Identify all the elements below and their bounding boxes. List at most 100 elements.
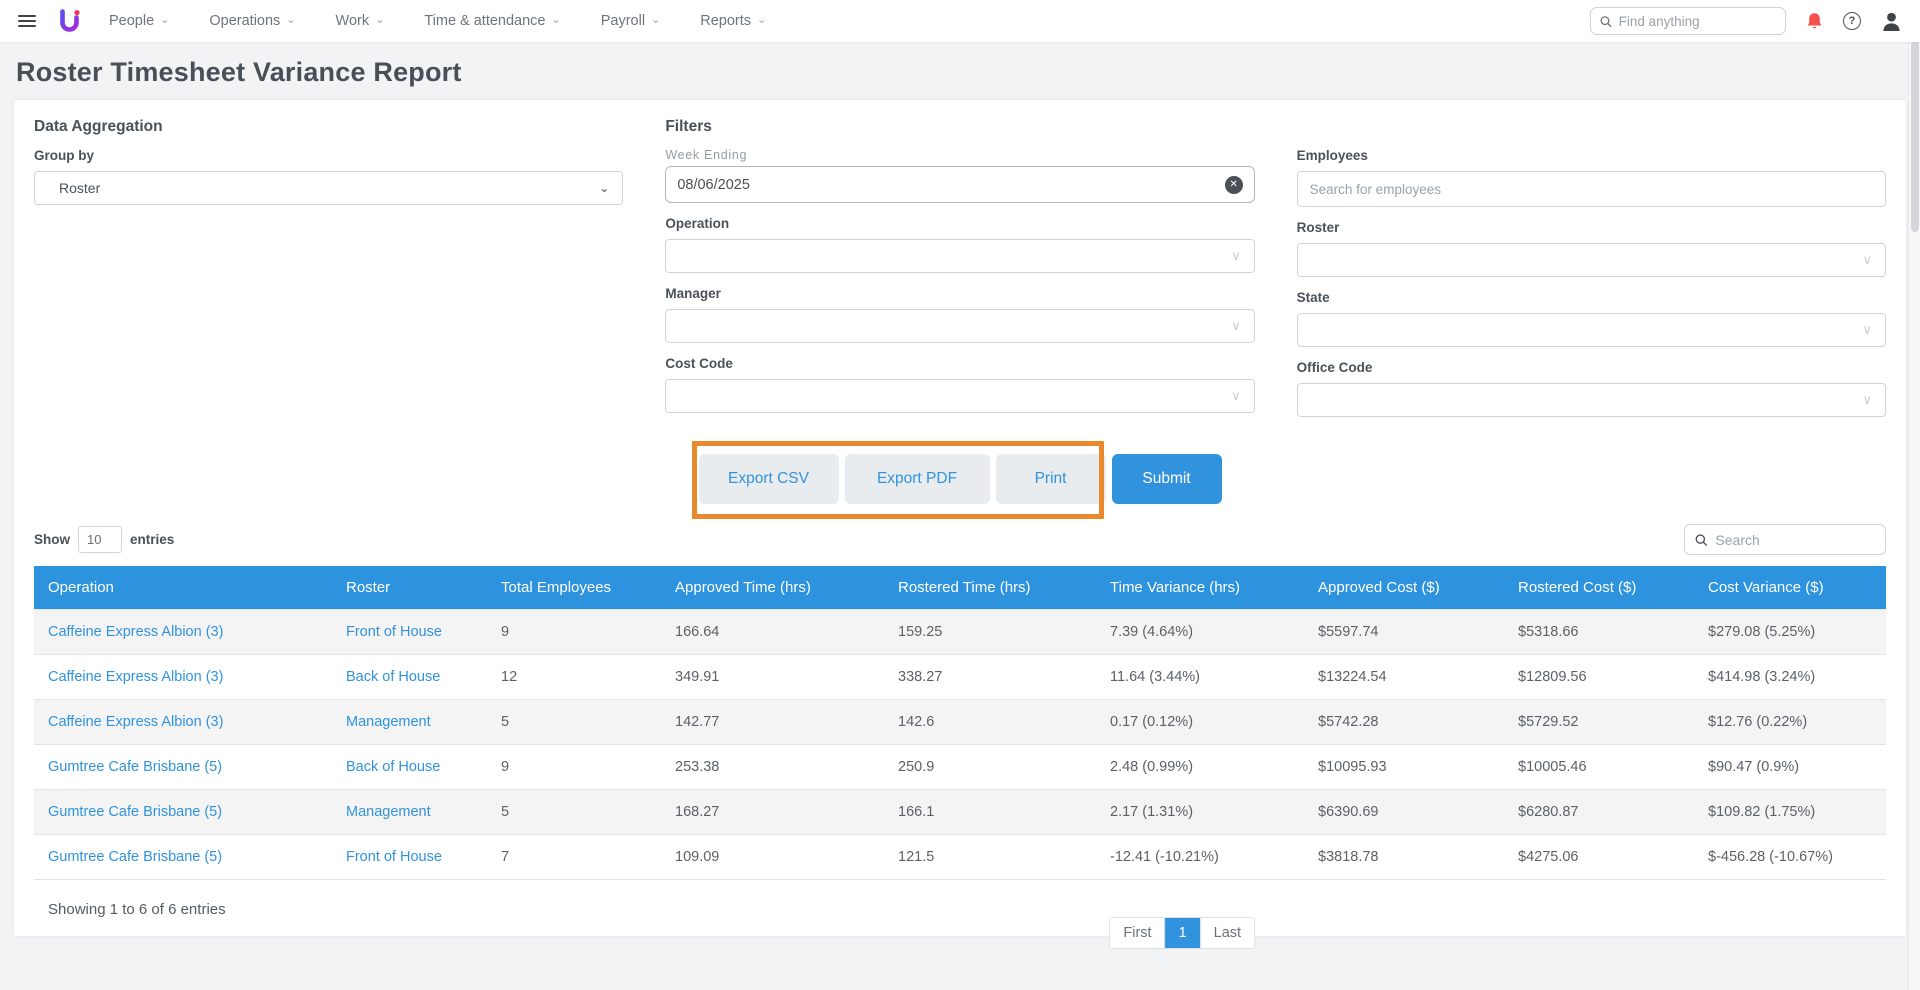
week-ending-label: Week Ending: [665, 148, 748, 162]
cost-variance-cell: $12.76 (0.22%): [1694, 699, 1886, 745]
cost-code-select[interactable]: ∨: [665, 379, 1255, 413]
rostered-time-cell: 142.6: [884, 699, 1096, 745]
bell-icon: [1807, 12, 1822, 28]
help-button[interactable]: ?: [1843, 12, 1861, 30]
nav-item-work[interactable]: Work ⌄: [336, 13, 385, 29]
group-by-value: Roster: [59, 180, 101, 196]
roster-link[interactable]: Front of House: [346, 624, 442, 640]
employees-search-input[interactable]: [1296, 171, 1886, 207]
nav-label: Operations: [209, 13, 281, 29]
col-time-variance[interactable]: Time Variance (hrs): [1096, 566, 1304, 610]
group-by-label: Group by: [34, 148, 94, 163]
help-icon: ?: [1843, 12, 1861, 30]
col-total-employees[interactable]: Total Employees: [487, 566, 661, 610]
user-menu-button[interactable]: [1881, 11, 1902, 32]
cost-variance-cell: $90.47 (0.9%): [1694, 744, 1886, 790]
actions-row: Export CSV Export PDF Print Submit: [34, 441, 1886, 519]
nav-item-payroll[interactable]: Payroll ⌄: [601, 13, 661, 29]
col-rostered-time[interactable]: Rostered Time (hrs): [884, 566, 1096, 610]
roster-link[interactable]: Management: [346, 804, 431, 820]
nav-label: Time & attendance: [424, 13, 546, 29]
top-navbar: People ⌄ Operations ⌄ Work ⌄ Time & atte…: [0, 0, 1920, 42]
nav-item-reports[interactable]: Reports ⌄: [700, 13, 766, 29]
pagination-first-button[interactable]: First: [1110, 918, 1165, 948]
vertical-scrollbar[interactable]: [1908, 0, 1920, 990]
global-search-input[interactable]: [1618, 13, 1776, 29]
roster-link[interactable]: Management: [346, 714, 431, 730]
aggregation-heading: Data Aggregation: [34, 118, 163, 135]
col-approved-cost[interactable]: Approved Cost ($): [1304, 566, 1504, 610]
submit-button[interactable]: Submit: [1111, 454, 1222, 504]
roster-link[interactable]: Back of House: [346, 759, 441, 775]
entries-summary: Showing 1 to 6 of 6 entries: [48, 901, 226, 918]
pagination-last-button[interactable]: Last: [1199, 918, 1255, 948]
chevron-down-icon: ⌄: [160, 13, 170, 26]
rostered-time-cell: 166.1: [884, 789, 1096, 835]
approved-cost-cell: $5742.28: [1304, 699, 1504, 745]
col-roster[interactable]: Roster: [332, 566, 487, 610]
state-select[interactable]: ∨: [1296, 313, 1886, 347]
table-row: Caffeine Express Albion (3) Front of Hou…: [34, 609, 1886, 655]
scrollbar-thumb[interactable]: [1911, 2, 1919, 232]
operation-link[interactable]: Gumtree Cafe Brisbane (5): [48, 759, 223, 775]
approved-time-cell: 142.77: [661, 699, 884, 745]
operation-link[interactable]: Caffeine Express Albion (3): [48, 669, 224, 685]
time-variance-cell: 0.17 (0.12%): [1096, 699, 1304, 745]
filters-heading: Filters: [665, 118, 712, 135]
pagination-page-1-button[interactable]: 1: [1164, 918, 1200, 948]
cost-variance-cell: $279.08 (5.25%): [1694, 609, 1886, 655]
app-logo[interactable]: [58, 8, 81, 35]
notifications-button[interactable]: [1806, 12, 1823, 31]
table-row: Caffeine Express Albion (3) Management 5…: [34, 699, 1886, 745]
export-pdf-button[interactable]: Export PDF: [844, 454, 990, 504]
col-operation[interactable]: Operation: [34, 566, 332, 610]
approved-cost-cell: $13224.54: [1304, 654, 1504, 700]
rostered-cost-cell: $4275.06: [1504, 834, 1694, 880]
operation-link[interactable]: Caffeine Express Albion (3): [48, 624, 224, 640]
rostered-time-cell: 338.27: [884, 654, 1096, 700]
export-csv-button[interactable]: Export CSV: [698, 454, 839, 504]
col-cost-variance[interactable]: Cost Variance ($): [1694, 566, 1886, 610]
operation-link[interactable]: Caffeine Express Albion (3): [48, 714, 224, 730]
table-header-row: Operation Roster Total Employees Approve…: [34, 566, 1886, 610]
approved-cost-cell: $5597.74: [1304, 609, 1504, 655]
print-button[interactable]: Print: [995, 454, 1106, 504]
manager-select[interactable]: ∨: [665, 309, 1255, 343]
nav-item-time-attendance[interactable]: Time & attendance ⌄: [424, 13, 560, 29]
total-employees-cell: 5: [487, 789, 661, 835]
hamburger-menu-icon[interactable]: [18, 15, 36, 27]
roster-link[interactable]: Back of House: [346, 669, 441, 685]
approved-time-cell: 349.91: [661, 654, 884, 700]
chevron-down-icon: ∨: [1862, 322, 1872, 337]
operation-link[interactable]: Gumtree Cafe Brisbane (5): [48, 849, 223, 865]
cost-variance-cell: $109.82 (1.75%): [1694, 789, 1886, 835]
avatar-icon: [1883, 12, 1900, 31]
filters-column-left: Filters Week Ending ✕ Operation ∨ Manage…: [665, 118, 1255, 430]
table-search-input[interactable]: [1715, 531, 1875, 548]
nav-item-operations[interactable]: Operations ⌄: [209, 13, 295, 29]
operation-select[interactable]: ∨: [665, 239, 1255, 273]
manager-label: Manager: [665, 286, 721, 301]
table-row: Gumtree Cafe Brisbane (5) Front of House…: [34, 834, 1886, 880]
operation-label: Operation: [665, 216, 730, 231]
col-approved-time[interactable]: Approved Time (hrs): [661, 566, 884, 610]
table-row: Caffeine Express Albion (3) Back of Hous…: [34, 654, 1886, 700]
roster-select[interactable]: ∨: [1296, 243, 1886, 277]
col-rostered-cost[interactable]: Rostered Cost ($): [1504, 566, 1694, 610]
time-variance-cell: -12.41 (-10.21%): [1096, 834, 1304, 880]
group-by-select[interactable]: Roster ⌄: [34, 171, 624, 205]
nav-item-people[interactable]: People ⌄: [109, 13, 169, 29]
roster-link[interactable]: Front of House: [346, 849, 442, 865]
chevron-down-icon: ∨: [1231, 318, 1241, 333]
cost-code-label: Cost Code: [665, 356, 733, 371]
chevron-down-icon: ∨: [1862, 252, 1872, 267]
week-ending-input[interactable]: [677, 176, 1225, 193]
office-code-select[interactable]: ∨: [1296, 383, 1886, 417]
time-variance-cell: 2.17 (1.31%): [1096, 789, 1304, 835]
clear-date-icon[interactable]: ✕: [1224, 175, 1243, 194]
filters-heading-spacer: [1297, 118, 1886, 148]
entries-count-input[interactable]: [78, 526, 122, 553]
operation-link[interactable]: Gumtree Cafe Brisbane (5): [48, 804, 223, 820]
week-ending-field: ✕: [665, 166, 1255, 203]
total-employees-cell: 12: [487, 654, 661, 700]
